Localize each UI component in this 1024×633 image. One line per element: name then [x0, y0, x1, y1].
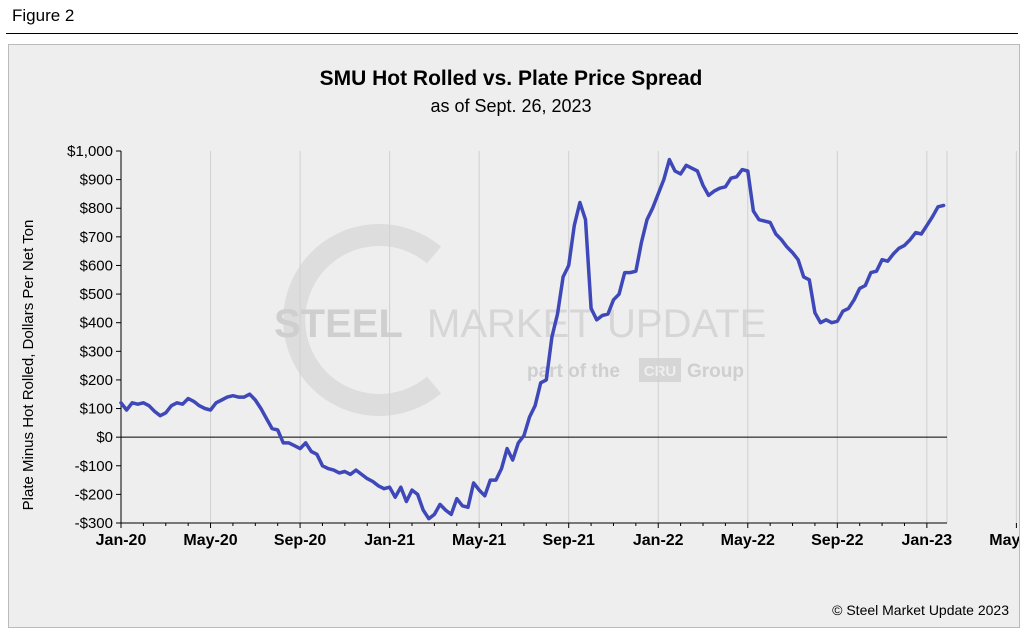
chart-svg: SMU Hot Rolled vs. Plate Price Spread as… — [20, 67, 1019, 618]
figure-divider — [6, 33, 1018, 34]
x-tick-label: Sep-21 — [542, 532, 595, 549]
vertical-gridlines — [120, 151, 1017, 523]
x-tick-label: May-22 — [721, 532, 775, 549]
axes — [116, 150, 1017, 528]
copyright-text: © Steel Market Update 2023 — [832, 602, 1009, 618]
y-tick-label: $900 — [80, 172, 113, 189]
watermark-badge — [639, 358, 681, 382]
y-tick-label: $600 — [80, 257, 113, 274]
chart-subtitle: as of Sept. 26, 2023 — [430, 96, 591, 116]
watermark-tagline-post: Group — [687, 361, 744, 382]
watermark-badge-text: CRU — [644, 363, 677, 380]
x-tick-labels: Jan-20 May-20 Sep-20 Jan-21 May-21 Sep-21 Jan-… — [96, 532, 1019, 549]
x-tick-label: Jan-20 — [96, 532, 147, 549]
x-tick-label: Sep-22 — [811, 532, 864, 549]
y-tick-label: -$100 — [75, 458, 113, 475]
y-axis-label: Plate Minus Hot Rolled, Dollars Per Net … — [20, 220, 37, 511]
y-tick-labels: -$300 -$200 -$100 $0 $100 $200 $300 $400 $500 $60… — [67, 143, 113, 532]
watermark-text-steel: STEEL — [274, 302, 403, 346]
y-tick-label: $400 — [80, 315, 113, 332]
x-tick-label: May-23 — [989, 532, 1019, 549]
x-tick-label: May-20 — [183, 532, 237, 549]
y-tick-label: $100 — [80, 401, 113, 418]
chart-panel: SMU Hot Rolled vs. Plate Price Spread as… — [8, 44, 1020, 628]
x-tick-label: Jan-21 — [364, 532, 415, 549]
watermark-tagline-pre: part of the — [527, 361, 620, 382]
y-tick-label: -$200 — [75, 486, 113, 503]
series-line — [119, 157, 946, 521]
watermark-logo: STEEL MARKET UPDATE part of the CRU Grou… — [274, 224, 766, 416]
y-tick-label: $1,000 — [67, 143, 113, 160]
chart-title: SMU Hot Rolled vs. Plate Price Spread — [320, 67, 703, 90]
y-tick-label: -$300 — [75, 515, 113, 532]
y-tick-label: $500 — [80, 286, 113, 303]
watermark-arc — [283, 224, 442, 416]
figure-label: Figure 2 — [12, 6, 75, 25]
y-tick-label: $700 — [80, 229, 113, 246]
watermark-text-market: MARKET — [427, 302, 594, 346]
x-tick-label: Sep-20 — [274, 532, 327, 549]
y-tick-label: $200 — [80, 372, 113, 389]
x-tick-label: Jan-22 — [633, 532, 684, 549]
y-tick-label: $300 — [80, 343, 113, 360]
x-tick-label: May-21 — [452, 532, 506, 549]
y-tick-label: $800 — [80, 200, 113, 217]
x-tick-label: Jan-23 — [902, 532, 953, 549]
watermark-text-update: UPDATE — [607, 302, 766, 346]
series-group — [119, 157, 946, 521]
y-tick-label: $0 — [96, 429, 113, 446]
